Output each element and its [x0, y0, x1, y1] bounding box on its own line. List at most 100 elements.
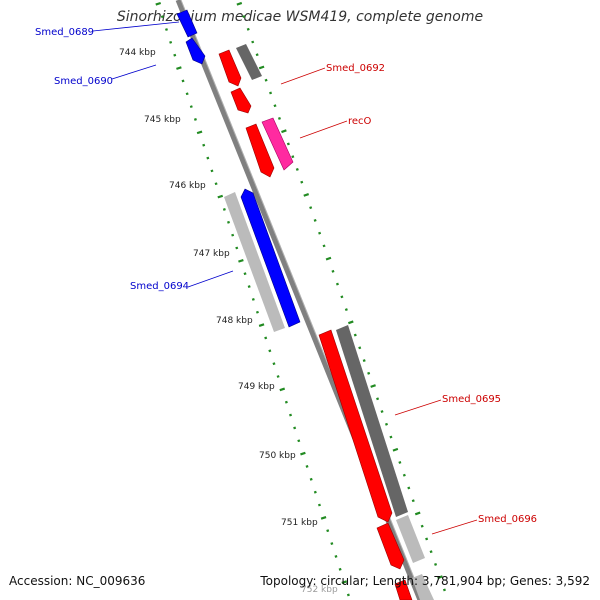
gene-label-smed-0694[interactable]: Smed_0694 [130, 281, 189, 292]
gene-smed-0694-arrow[interactable] [240, 188, 301, 328]
kbp-label: 752 kbp [301, 585, 338, 595]
gene-label-smed-0695[interactable]: Smed_0695 [442, 394, 501, 405]
gene-reco-arrow[interactable] [261, 117, 294, 171]
gene-label-smed-0692[interactable]: Smed_0692 [326, 63, 385, 74]
scale-tick [185, 92, 189, 96]
scale-tick [305, 465, 309, 468]
scale-tick [258, 323, 265, 327]
tick-tracks [155, 1, 446, 597]
scale-tick [407, 486, 411, 490]
scale-tick [284, 400, 288, 404]
scale-tick [291, 155, 295, 159]
scale-tick [317, 503, 321, 507]
scale-tick [293, 426, 297, 430]
scale-tick [341, 580, 348, 584]
scale-tick [347, 320, 354, 325]
scale-tick [295, 167, 299, 171]
scale-tick [155, 1, 162, 6]
scale-tick [309, 477, 313, 481]
scale-tick [272, 362, 276, 366]
scale-tick [367, 371, 371, 375]
scale-tick [210, 169, 214, 173]
gene-smed-0689-arrow[interactable] [176, 9, 198, 38]
gc-bar-0695 [336, 325, 408, 517]
gc-bar-0696 [396, 515, 425, 563]
kbp-label: 745 kbp [144, 115, 181, 125]
gene-label-smed-0689[interactable]: Smed_0689 [35, 27, 94, 38]
scale-tick [392, 447, 399, 452]
gene-next-arrow[interactable] [394, 579, 413, 600]
scale-tick [420, 524, 424, 528]
scale-tick [358, 346, 362, 350]
scale-tick [255, 53, 259, 57]
gene-smed-0692b-arrow[interactable] [230, 87, 252, 114]
gene-smed-0692-arrow[interactable] [218, 49, 242, 87]
scale-tick [303, 193, 310, 197]
scale-tick [238, 258, 244, 263]
accession-label: Accession: NC_009636 [9, 574, 146, 588]
gene-smed-0695-arrow[interactable] [318, 329, 393, 523]
scale-tick [165, 28, 168, 31]
scale-tick [206, 156, 210, 160]
gene-smed-0690-arrow[interactable] [185, 37, 206, 65]
scale-tick [384, 422, 388, 426]
scale-tick [335, 282, 339, 286]
scale-tick [318, 231, 322, 235]
scale-tick [429, 550, 433, 554]
gene-unnamed-arrow[interactable] [245, 123, 275, 178]
kbp-label: 749 kbp [238, 382, 275, 392]
scale-tick [334, 555, 338, 558]
scale-tick [189, 105, 193, 109]
scale-tick [325, 256, 332, 261]
kbp-label: 747 kbp [193, 249, 230, 259]
scale-tick [222, 208, 226, 211]
scale-tick [300, 451, 306, 456]
scale-tick [442, 588, 446, 592]
map-title: Sinorhizobium medicae WSM419, complete g… [116, 9, 484, 25]
scale-tick [297, 439, 301, 443]
gc-bar-next [412, 574, 434, 600]
gene-label-reco[interactable]: recO [348, 116, 372, 127]
scale-tick [434, 562, 438, 566]
reverse-track [176, 9, 301, 332]
kbp-labels: 744 kbp 745 kbp 746 kbp 747 kbp 748 kbp … [119, 48, 338, 595]
scale-tick [411, 499, 415, 503]
kbp-label: 751 kbp [281, 518, 318, 528]
scale-tick [227, 220, 230, 224]
scale-tick [313, 218, 317, 222]
forward-track [218, 44, 434, 600]
scale-tick [246, 27, 250, 31]
gene-smed-0696-arrow[interactable] [376, 522, 405, 570]
gene-callouts: Smed_0689 Smed_0690 Smed_0692 recO Smed_… [35, 21, 537, 535]
scale-tick [258, 65, 265, 70]
scale-tick [160, 15, 164, 19]
kbp-label: 750 kbp [259, 451, 296, 461]
scale-tick [255, 310, 259, 314]
gc-bar-0694 [224, 192, 285, 332]
scale-tick [235, 246, 239, 250]
scale-tick [425, 537, 429, 541]
scale-tick [276, 375, 280, 378]
scale-tick [281, 129, 287, 134]
scale-tick [437, 575, 443, 580]
scale-tick [313, 490, 317, 494]
scale-tick [217, 194, 224, 199]
gene-label-smed-0690[interactable]: Smed_0690 [54, 76, 113, 87]
scale-tick [176, 66, 182, 70]
scale-tick [322, 244, 326, 248]
scale-tick [181, 79, 185, 83]
scale-tick [279, 387, 286, 392]
scale-tick [320, 516, 327, 520]
scale-tick [340, 295, 344, 299]
scale-tick [269, 91, 273, 95]
scale-tick [331, 269, 335, 273]
scale-tick [196, 130, 203, 135]
scale-tick [273, 104, 277, 108]
gene-label-smed-0696[interactable]: Smed_0696 [478, 514, 537, 525]
scale-tick [362, 359, 366, 362]
scale-tick [380, 410, 384, 413]
scale-tick [169, 40, 173, 44]
scale-tick [286, 142, 290, 146]
scale-tick [173, 53, 177, 57]
